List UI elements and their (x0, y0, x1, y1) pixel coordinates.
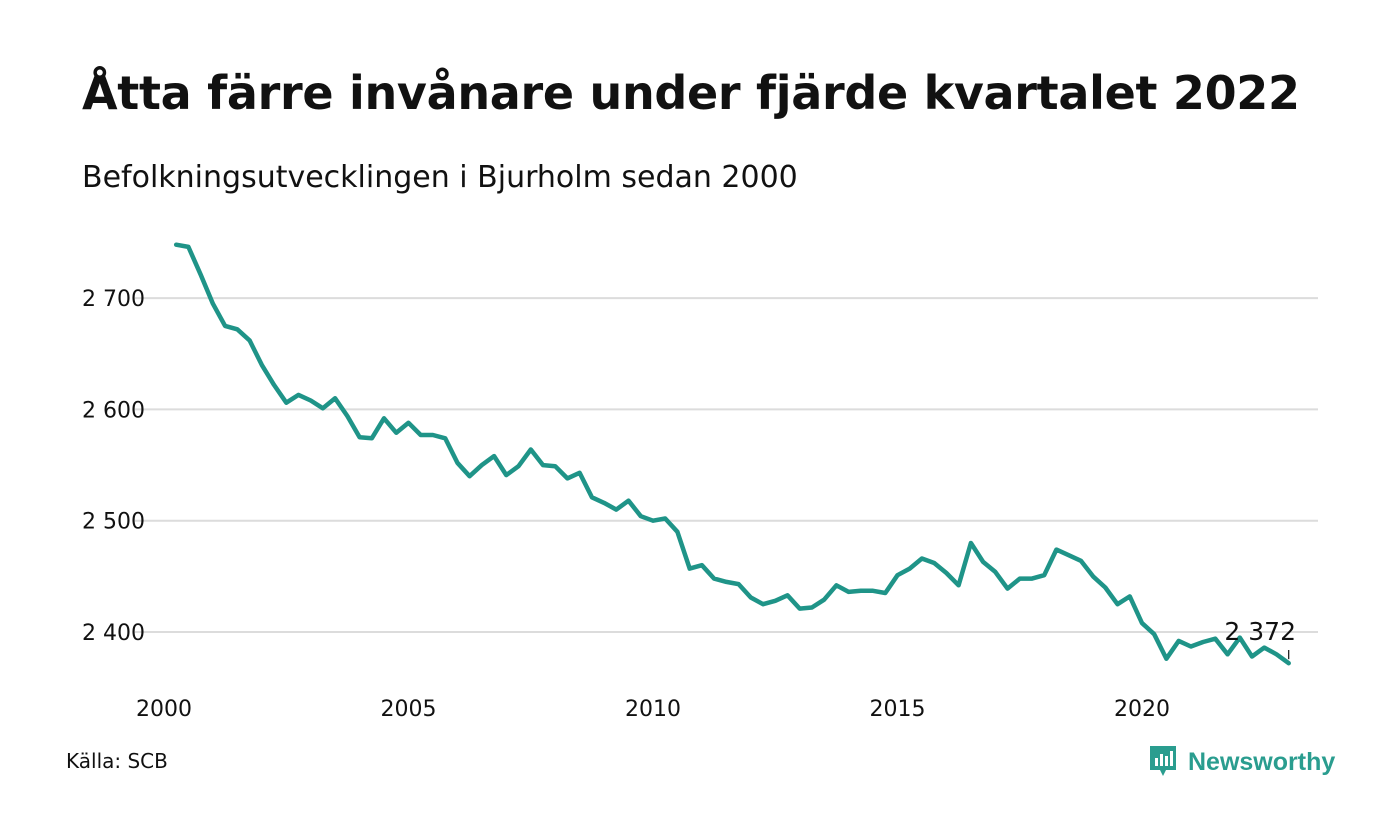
brand-logo: Newsworthy (1148, 744, 1335, 780)
source-note: Källa: SCB (66, 749, 168, 773)
chart-subtitle: Befolkningsutvecklingen i Bjurholm sedan… (82, 160, 798, 195)
y-axis-ticks: 2 400 2 500 2 600 2 700 (82, 287, 145, 646)
series-line (173, 242, 1291, 666)
chart-title: Åtta färre invånare under fjärde kvartal… (82, 66, 1300, 120)
y-tick-label: 2 500 (82, 510, 145, 535)
x-tick-label: 2020 (1114, 697, 1170, 722)
x-tick-label: 2010 (625, 697, 681, 722)
x-tick-label: 2005 (381, 697, 437, 722)
annotation-layer: 2 372 (1224, 617, 1296, 660)
brand-name: Newsworthy (1188, 747, 1336, 776)
newsworthy-bar-chart-icon (1150, 746, 1176, 776)
series-layer (173, 242, 1291, 666)
x-tick-label: 2015 (870, 697, 926, 722)
x-axis-ticks: 2000 2005 2010 2015 2020 (136, 697, 1170, 722)
gridlines (135, 297, 1318, 633)
y-tick-label: 2 700 (82, 287, 145, 312)
x-tick-label: 2000 (136, 697, 192, 722)
y-tick-label: 2 600 (82, 398, 145, 423)
y-tick-label: 2 400 (82, 621, 145, 646)
end-value-label: 2 372 (1224, 617, 1296, 646)
